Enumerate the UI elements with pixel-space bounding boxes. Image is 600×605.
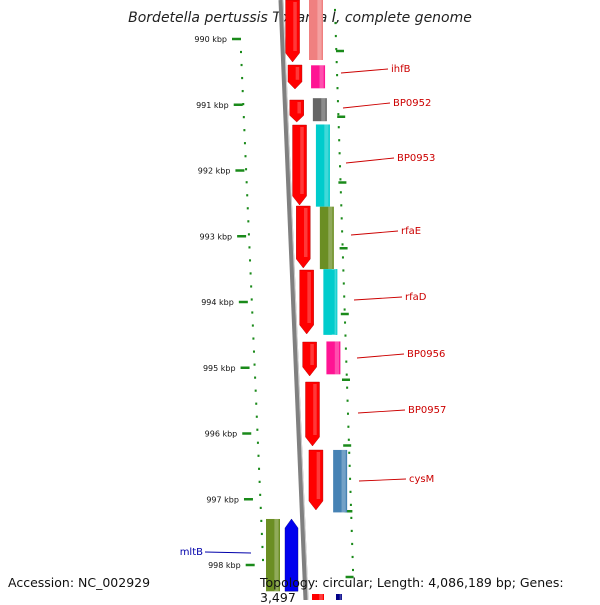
backbone-line — [278, 0, 309, 600]
tick-label: 995 kbp — [203, 364, 236, 373]
cds-arrow-shine — [303, 208, 308, 257]
leader-line-BP0956 — [356, 353, 405, 359]
gene-block-rfaE-shine — [328, 206, 333, 270]
tick-label: 997 kbp — [206, 495, 239, 504]
leader-line-BP0953 — [345, 157, 395, 164]
gene-label-rfaE: rfaE — [401, 226, 421, 237]
gene-block-ihfB-shine — [319, 65, 324, 89]
cds-arrow-shine — [293, 2, 297, 51]
tick-label: 992 kbp — [198, 167, 231, 176]
gene-block-bottom-red — [312, 594, 324, 600]
gene-block-rfaE — [319, 206, 334, 270]
cds-arrow — [292, 124, 307, 206]
gene-block-cysM — [333, 449, 348, 513]
gene-block-sliver — [331, 270, 337, 334]
cds-arrow-shine — [310, 344, 314, 365]
cds-arrow-shine — [295, 67, 300, 80]
gene-block-BP0952-shine — [321, 98, 326, 122]
leader-line-ihfB — [340, 68, 389, 74]
gene-label-mltB: mltB — [180, 547, 203, 558]
cds-arrow-shine — [313, 384, 317, 435]
gene-label-rfaD: rfaD — [405, 292, 427, 303]
gene-block-bottom-navy-shine — [339, 594, 342, 600]
cds-arrow — [308, 449, 324, 511]
cds-arrow — [302, 341, 317, 377]
gene-block-ihfB — [311, 65, 326, 89]
accession-text: Accession: NC_002929 — [8, 575, 151, 590]
leader-line-rfaE — [350, 230, 399, 236]
gene-label-cysM: cysM — [409, 474, 434, 485]
gene-block-olive-left — [266, 518, 280, 592]
cds-arrow-shine — [316, 452, 321, 499]
leader-line-rfaD — [353, 296, 403, 301]
gene-label-BP0957: BP0957 — [408, 405, 446, 416]
map-title: Bordetella pertussis Tohama I, complete … — [128, 10, 472, 26]
cog-block-top-shine — [317, 0, 322, 60]
cds-arrow-shine — [300, 127, 304, 194]
gene-block-sliver-shine — [334, 270, 337, 334]
gene-label-ihfB: ihfB — [391, 64, 411, 75]
cds-arrow-shine — [307, 272, 311, 323]
genome-summary-text: Topology: circular; Length: 4,086,189 bp… — [260, 575, 564, 605]
leader-line-BP0952 — [342, 102, 391, 109]
gene-arrow-mltB — [284, 518, 299, 592]
leader-line-BP0957 — [357, 409, 406, 414]
gene-block-bottom-red-shine — [319, 594, 323, 600]
cds-arrow — [296, 205, 311, 269]
tick-label: 993 kbp — [200, 232, 233, 241]
gene-block-BP0956-shine — [334, 341, 340, 375]
leader-line-cysM — [358, 478, 407, 482]
cds-arrow-shine — [297, 102, 301, 114]
backbone-highlight — [282, 0, 309, 600]
gene-block-BP0956 — [326, 341, 341, 375]
cds-arrow — [287, 64, 303, 90]
gene-label-BP0952: BP0952 — [393, 98, 431, 109]
tick-label: 991 kbp — [196, 101, 229, 110]
gene-label-BP0956: BP0956 — [407, 349, 445, 360]
gene-block-BP0953-shine — [324, 124, 329, 207]
leader-line-mltB — [204, 551, 252, 554]
cds-arrow — [285, 0, 300, 63]
gene-block-BP0952 — [312, 98, 327, 122]
tick-label: 996 kbp — [205, 430, 238, 439]
gene-block-bottom-navy — [336, 594, 342, 600]
tick-label: 990 kbp — [194, 35, 227, 44]
gene-block-olive-left-shine — [274, 518, 279, 592]
cog-block-top — [309, 0, 323, 60]
gene-block-cysM-shine — [341, 449, 346, 513]
tick-label: 994 kbp — [201, 298, 234, 307]
gene-label-BP0953: BP0953 — [397, 153, 435, 164]
gene-block-BP0953 — [315, 124, 330, 207]
tick-label: 998 kbp — [208, 561, 241, 570]
cds-arrow — [305, 381, 320, 447]
cds-arrow — [289, 99, 304, 123]
cds-arrow — [299, 269, 314, 335]
